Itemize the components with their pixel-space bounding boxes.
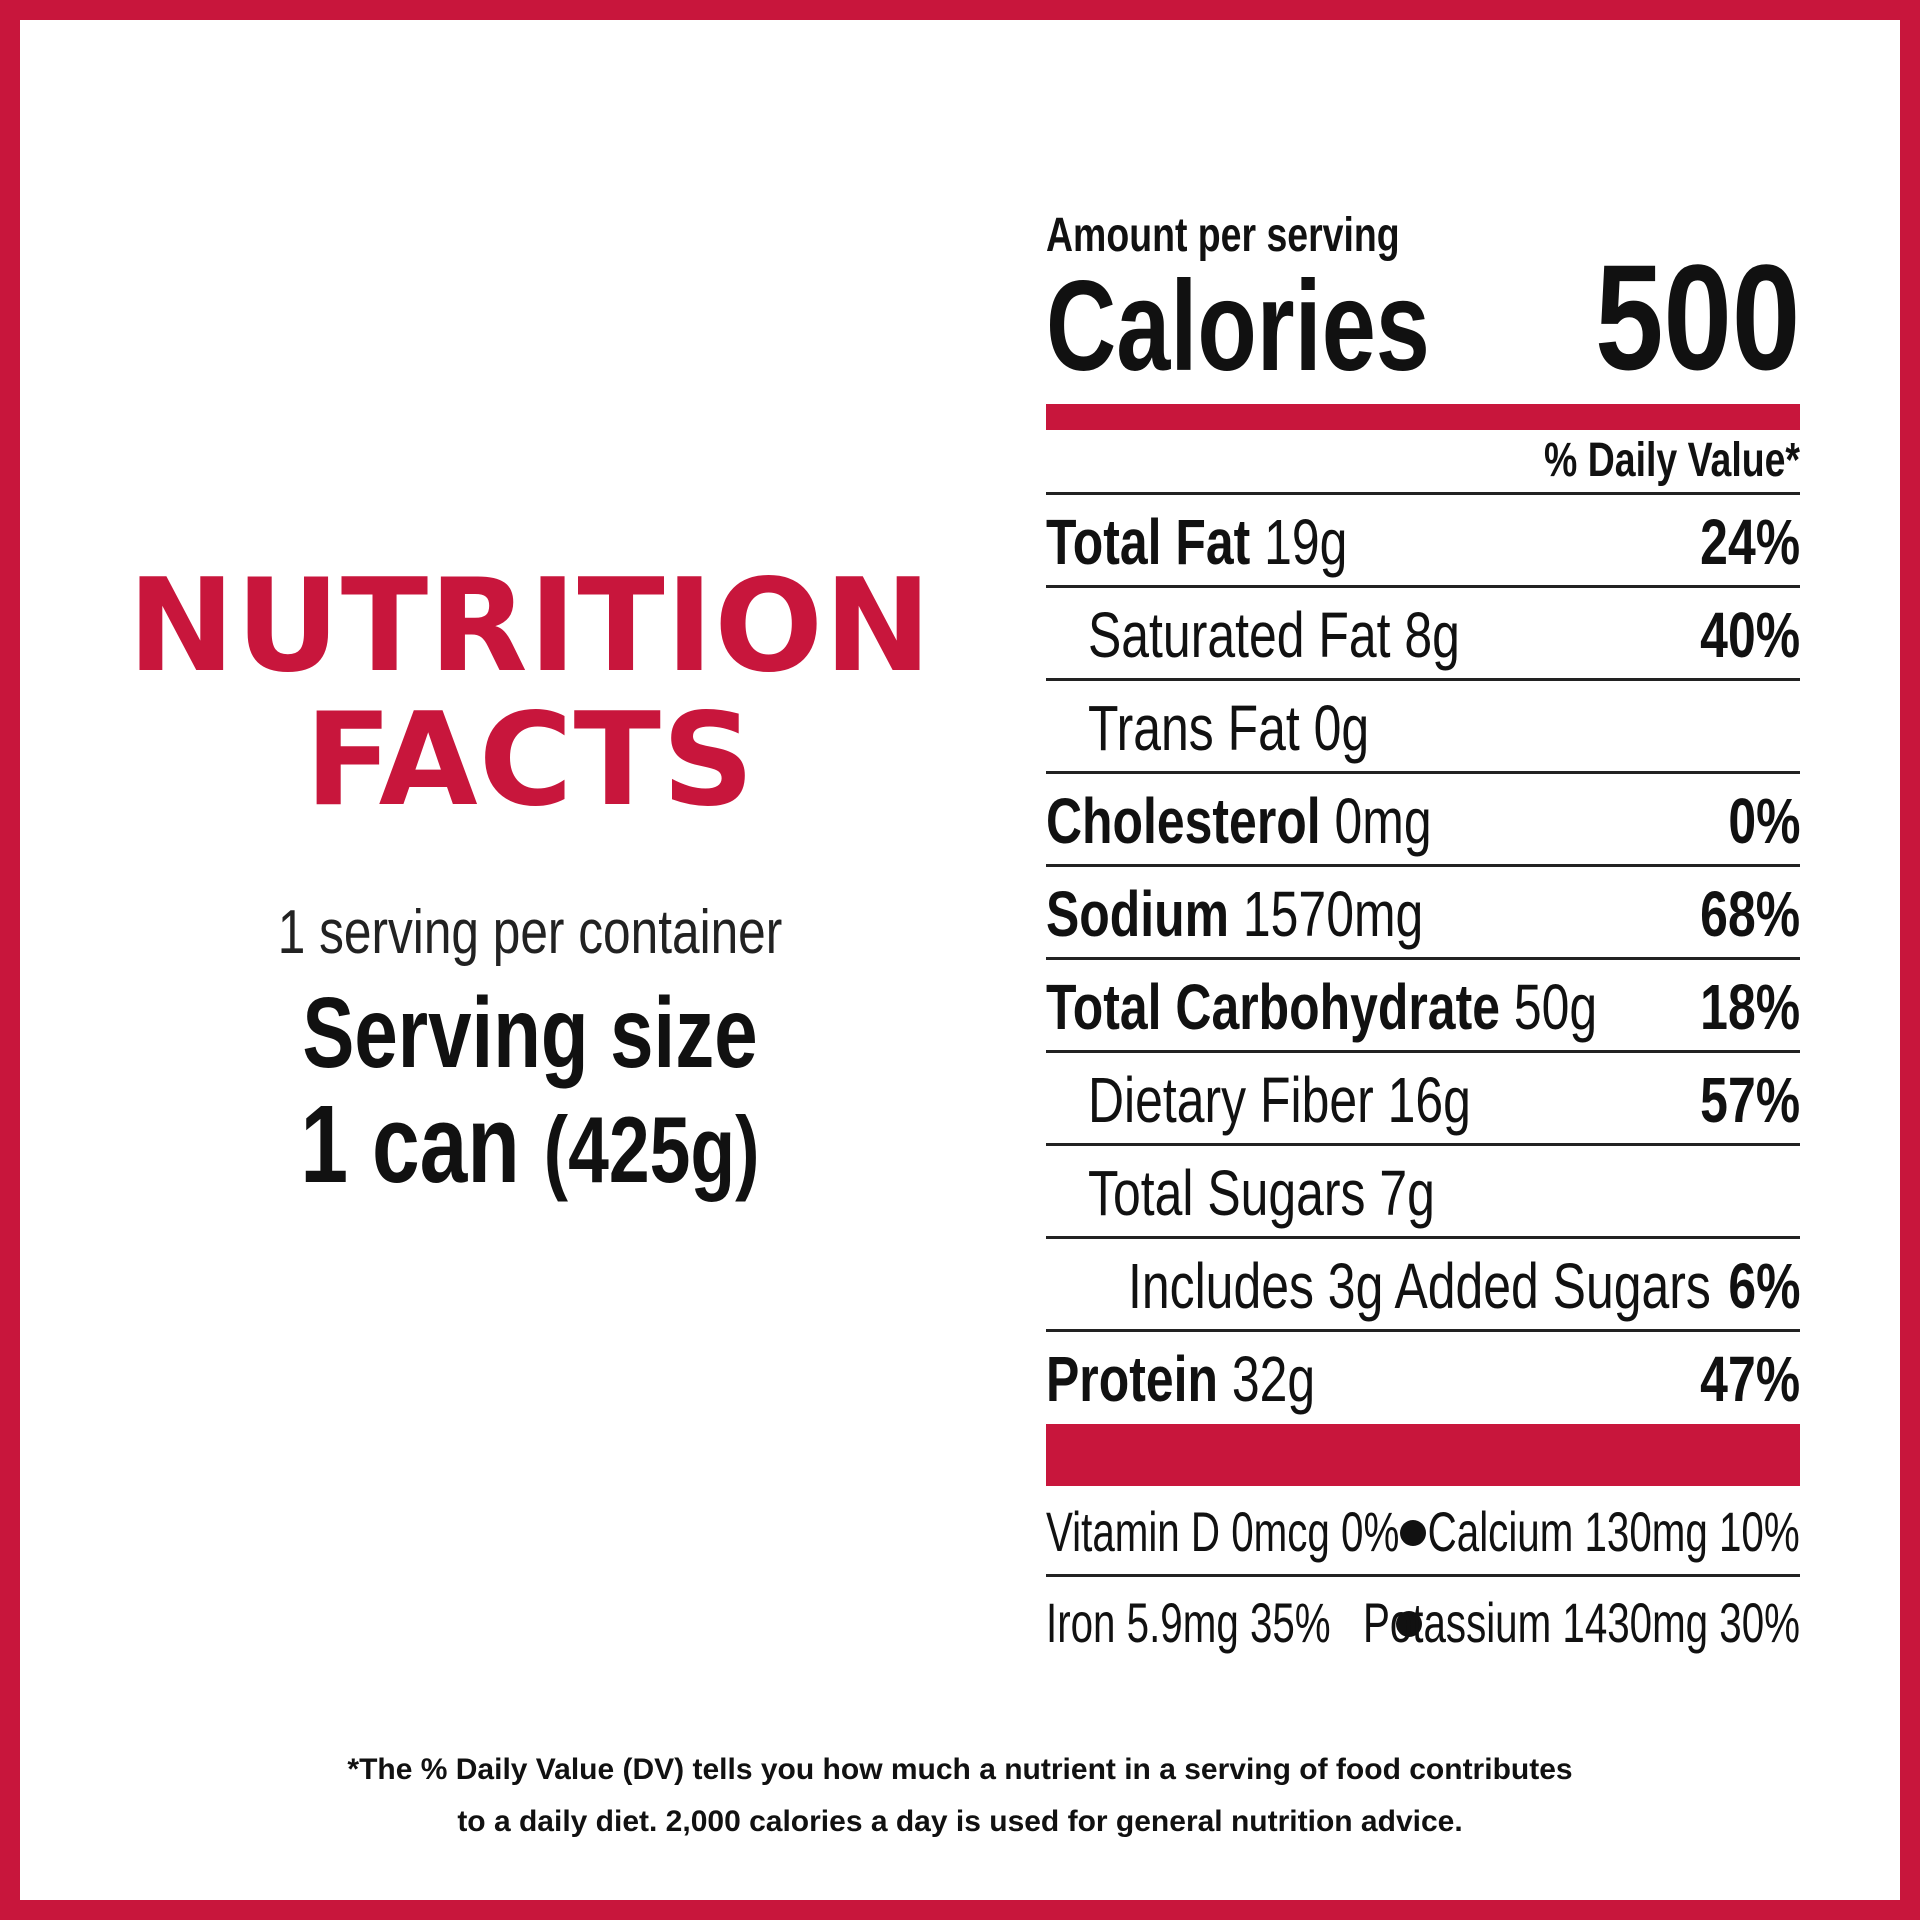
nutrient-name: Includes 3g Added Sugars [1128, 1250, 1711, 1322]
nutrient-dv: 40% [1700, 599, 1800, 671]
divider [1046, 492, 1800, 495]
nutrient-name: Sodium [1046, 878, 1230, 950]
calories-label: Calories [1046, 255, 1430, 398]
nutrient-dv: 57% [1700, 1064, 1800, 1136]
bullet-icon [1396, 1611, 1422, 1637]
nutrient-row-added-sugars: Includes 3g Added Sugars 6% [1046, 1239, 1800, 1332]
nutrient-name: Saturated Fat 8g [1088, 599, 1460, 671]
calcium: Calcium 130mg 10% [1427, 1500, 1800, 1563]
daily-value-footnote: *The % Daily Value (DV) tells you how mu… [120, 1744, 1800, 1848]
calories-divider [1046, 404, 1800, 430]
nutrient-dv: 24% [1700, 506, 1800, 578]
micronutrient-row: Vitamin D 0mcg 0% Calcium 130mg 10% [1046, 1486, 1800, 1577]
servings-per-container: 1 serving per container [277, 898, 783, 967]
nutrient-amount: 19g [1264, 506, 1348, 578]
nutrient-name: Total Sugars 7g [1088, 1157, 1435, 1229]
nutrient-row-total-sugars: Total Sugars 7g [1046, 1146, 1800, 1239]
nutrient-row-total-fat: Total Fat 19g 24% [1046, 495, 1800, 588]
nutrient-dv: 0% [1727, 785, 1800, 857]
calories-row: Calories 500 [1046, 242, 1800, 398]
nutrient-amount: 50g [1513, 971, 1598, 1043]
nutrient-name: Total Fat [1046, 506, 1251, 578]
bullet-icon [1400, 1520, 1426, 1546]
footnote-line-1: *The % Daily Value (DV) tells you how mu… [347, 1753, 1573, 1786]
daily-value-header: % Daily Value* [1544, 434, 1800, 487]
nutrient-amount: 0mg [1334, 785, 1432, 857]
nutrient-name: Protein [1046, 1343, 1218, 1415]
nutrition-facts-table: Amount per serving Calories 500 % Daily … [1046, 210, 1800, 1665]
nutrient-row-dietary-fiber: Dietary Fiber 16g 57% [1046, 1053, 1800, 1146]
nutrient-row-cholesterol: Cholesterol 0mg 0% [1046, 774, 1800, 867]
nutrient-row-protein: Protein 32g 47% [1046, 1332, 1800, 1422]
serving-size-weight: (425g) [543, 1097, 760, 1202]
serving-size-label: Serving size [302, 977, 758, 1089]
title-nutrition: NUTRITION [127, 552, 933, 701]
nutrient-amount: 32g [1231, 1343, 1316, 1415]
nutrient-row-total-carbohydrate: Total Carbohydrate 50g 18% [1046, 960, 1800, 1053]
nutrient-row-trans-fat: Trans Fat 0g [1046, 681, 1800, 774]
nutrient-row-sodium: Sodium 1570mg 68% [1046, 867, 1800, 960]
nutrient-name: Trans Fat 0g [1088, 692, 1370, 764]
potassium: Potassium 1430mg 30% [1362, 1591, 1800, 1654]
iron: Iron 5.9mg 35% [1046, 1591, 1331, 1654]
protein-divider [1046, 1424, 1800, 1486]
nutrient-name: Dietary Fiber 16g [1088, 1064, 1471, 1136]
nutrient-name: Total Carbohydrate [1046, 971, 1500, 1043]
amount-per-serving: Amount per serving [1046, 209, 1400, 262]
calories-value: 500 [1594, 233, 1800, 401]
serving-size-value: 1 can (425g) [187, 1086, 873, 1209]
nutrient-row-saturated-fat: Saturated Fat 8g 40% [1046, 588, 1800, 681]
title-facts: FACTS [304, 686, 756, 835]
nutrient-dv: 6% [1727, 1250, 1800, 1322]
label-heading-panel: NUTRITION FACTS 1 serving per container … [90, 560, 970, 1209]
micronutrient-row: Iron 5.9mg 35% Potassium 1430mg 30% [1046, 1577, 1800, 1665]
nutrient-dv: 47% [1700, 1343, 1800, 1415]
footnote-line-2: to a daily diet. 2,000 calories a day is… [457, 1805, 1463, 1838]
nutrient-name: Cholesterol [1046, 785, 1321, 857]
nutrient-dv: 18% [1700, 971, 1800, 1043]
nutrient-amount: 1570mg [1242, 878, 1424, 950]
nutrient-dv: 68% [1700, 878, 1800, 950]
serving-size-amount: 1 can [300, 1083, 520, 1206]
vitamin-d: Vitamin D 0mcg 0% [1046, 1500, 1400, 1563]
